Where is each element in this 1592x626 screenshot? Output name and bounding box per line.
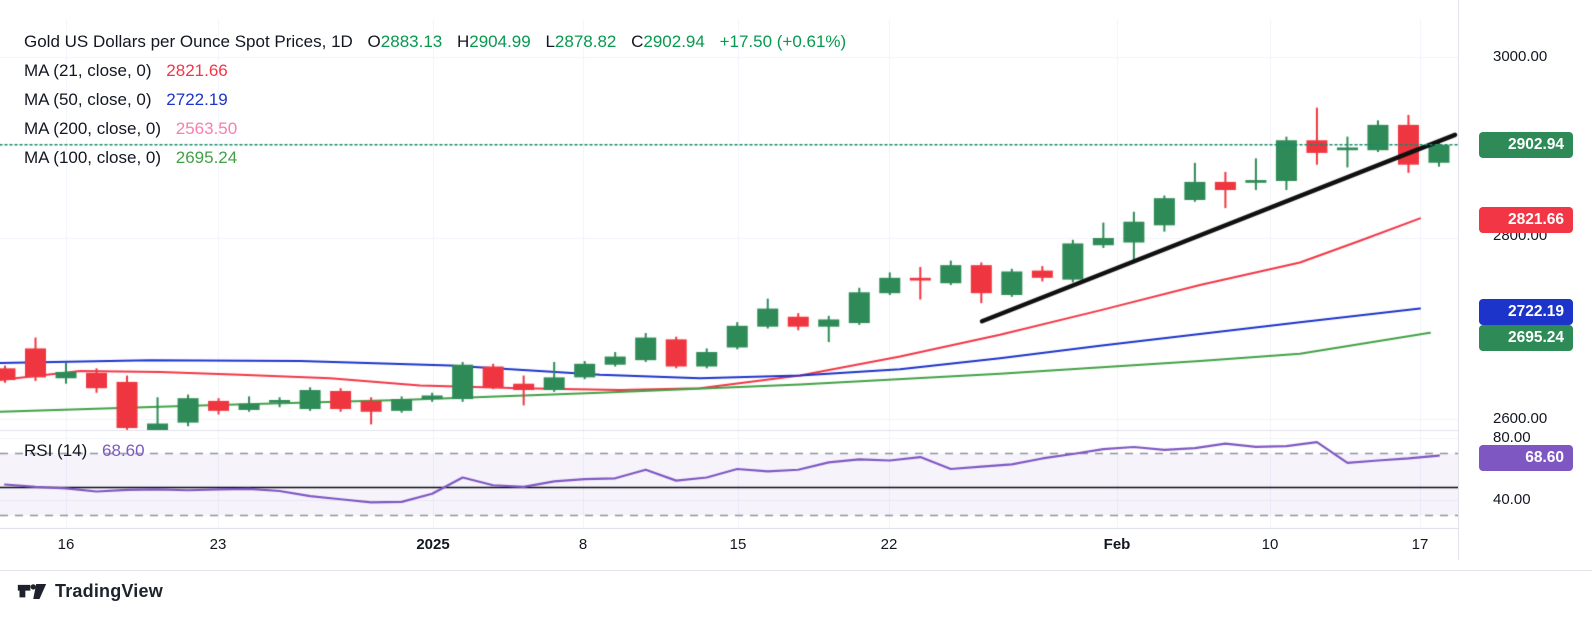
close-value: 2902.94 <box>643 32 705 51</box>
time-scale-label: Feb <box>1103 536 1131 553</box>
low-label: L <box>545 32 555 51</box>
tradingview-logo-icon <box>17 582 47 601</box>
time-scale-label: 15 <box>729 536 747 553</box>
price-scale-label: 80.00 <box>1493 429 1531 446</box>
high-label: H <box>456 32 470 51</box>
time-scale-label: 8 <box>578 536 588 553</box>
time-scale[interactable]: 16 23 2025 8 15 22 Feb 10 17 <box>0 528 1458 560</box>
ma21-value: 2821.66 <box>166 61 228 80</box>
time-scale-label: 16 <box>57 536 75 553</box>
rsi-label: RSI (14) <box>24 441 88 460</box>
rsi-legend-row[interactable]: RSI (14) 68.60 <box>24 441 145 461</box>
time-scale-label: 2025 <box>416 536 450 553</box>
symbol-title: Gold US Dollars per Ounce Spot Prices, 1… <box>24 32 353 51</box>
price-scale-label: 2600.00 <box>1493 410 1548 427</box>
ma100-value: 2695.24 <box>175 148 238 167</box>
time-scale-label: 23 <box>209 536 227 553</box>
price-scale-label: 40.00 <box>1493 491 1531 508</box>
ma50-legend-row[interactable]: MA (50, close, 0) 2722.19 <box>24 85 846 114</box>
chart-legend: Gold US Dollars per Ounce Spot Prices, 1… <box>24 27 846 172</box>
ma100-label: MA (100, close, 0) <box>24 148 162 167</box>
open-value: 2883.13 <box>380 32 443 51</box>
rsi-value: 68.60 <box>102 441 145 460</box>
ma200-label: MA (200, close, 0) <box>24 119 162 138</box>
ma100-legend-row[interactable]: MA (100, close, 0) 2695.24 <box>24 143 846 172</box>
tradingview-brand-text: TradingView <box>55 581 163 601</box>
ma200-legend-row[interactable]: MA (200, close, 0) 2563.50 <box>24 114 846 143</box>
high-value: 2904.99 <box>469 32 531 51</box>
price-scale-badge: 68.60 <box>1479 445 1573 471</box>
price-scale-badge: 2695.24 <box>1479 325 1573 351</box>
time-scale-label: 10 <box>1261 536 1279 553</box>
low-value: 2878.82 <box>554 32 617 51</box>
change-value: +17.50 (+0.61%) <box>719 32 847 51</box>
price-scale[interactable]: 3000.00 2800.00 2600.00 80.00 40.00 2902.94 28… <box>1458 0 1592 560</box>
price-scale-badge: 2722.19 <box>1479 299 1573 325</box>
time-scale-label: 17 <box>1411 536 1429 553</box>
time-scale-label: 22 <box>880 536 898 553</box>
ma21-legend-row[interactable]: MA (21, close, 0) 2821.66 <box>24 56 846 85</box>
ma50-value: 2722.19 <box>166 90 228 109</box>
symbol-title-row[interactable]: Gold US Dollars per Ounce Spot Prices, 1… <box>24 27 846 56</box>
ma200-value: 2563.50 <box>175 119 238 138</box>
ma50-label: MA (50, close, 0) <box>24 90 152 109</box>
footer-divider <box>0 570 1592 571</box>
price-scale-badge: 2821.66 <box>1479 207 1573 233</box>
ma21-label: MA (21, close, 0) <box>24 61 152 80</box>
close-label: C <box>631 32 644 51</box>
price-scale-label: 3000.00 <box>1493 48 1548 65</box>
price-chart-canvas[interactable] <box>0 0 1458 530</box>
open-label: O <box>367 32 381 51</box>
tradingview-brand-link[interactable]: TradingView <box>17 581 163 602</box>
price-scale-badge: 2902.94 <box>1479 132 1573 158</box>
